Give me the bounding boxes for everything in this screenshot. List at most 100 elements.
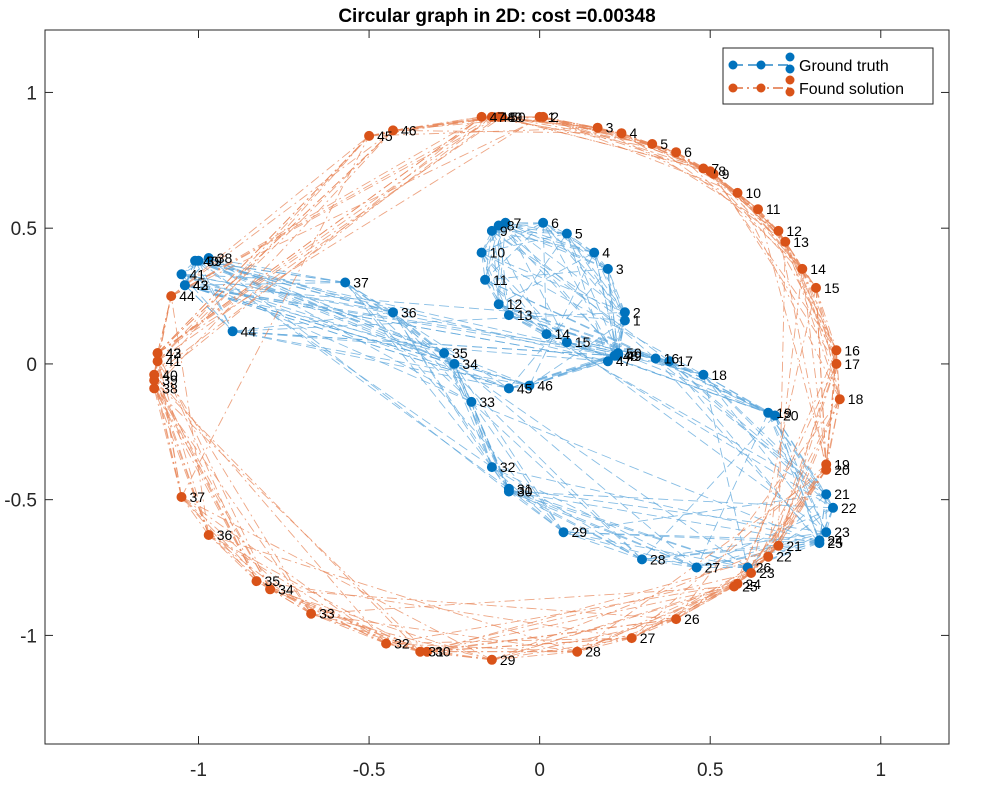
node-marker <box>592 122 603 133</box>
edge <box>208 534 578 653</box>
edge <box>481 252 626 313</box>
node-marker <box>561 228 572 239</box>
legend: Ground truth Found solution <box>722 47 934 105</box>
edge <box>369 127 598 137</box>
edge <box>420 637 632 653</box>
edge <box>655 358 820 541</box>
edge <box>194 260 233 332</box>
edge <box>641 558 697 568</box>
edge <box>675 151 803 270</box>
node-label: 34 <box>462 356 478 372</box>
edge <box>696 542 820 568</box>
node-marker <box>439 348 450 359</box>
edge <box>443 352 493 468</box>
node-label: 30 <box>517 484 533 500</box>
edge <box>508 314 568 343</box>
edge <box>737 464 827 585</box>
node-label: 37 <box>353 275 369 291</box>
edge <box>386 643 492 661</box>
node-label: 1 <box>548 109 556 125</box>
node-label: 20 <box>834 462 850 478</box>
node-label: 10 <box>746 185 762 201</box>
edge <box>195 260 346 283</box>
edge <box>508 488 697 568</box>
edge <box>208 534 421 653</box>
edge <box>470 401 493 468</box>
legend-marker-swatch <box>785 87 795 97</box>
edge <box>675 583 738 620</box>
edge <box>542 116 704 169</box>
edge <box>443 352 510 489</box>
edge <box>392 116 503 131</box>
edge <box>420 618 677 653</box>
edge <box>484 230 493 280</box>
edge <box>546 333 834 509</box>
node-marker <box>746 568 757 578</box>
edge <box>508 488 748 568</box>
edge <box>563 531 643 560</box>
edge <box>542 222 616 357</box>
legend-entry: Ground truth <box>728 52 889 75</box>
node-marker <box>814 538 825 549</box>
edge <box>184 284 625 321</box>
edge <box>502 116 598 129</box>
node-marker <box>602 356 613 367</box>
edge <box>311 613 578 653</box>
edge <box>232 311 394 332</box>
node-marker <box>538 111 549 122</box>
edge <box>801 268 841 400</box>
node-marker <box>664 356 675 367</box>
node-marker <box>149 369 160 380</box>
edge <box>491 637 632 661</box>
node-label: 14 <box>555 326 571 342</box>
edge <box>597 127 711 172</box>
edge <box>481 252 568 343</box>
edge <box>668 360 834 509</box>
node-marker <box>306 608 317 619</box>
y-tick-label: -0.5 <box>4 491 37 512</box>
edge <box>256 580 387 645</box>
edge <box>542 222 626 321</box>
edge <box>801 268 837 351</box>
edge <box>502 116 653 145</box>
edge <box>750 287 817 574</box>
edge <box>703 374 769 414</box>
edge <box>198 260 445 354</box>
edge <box>505 222 609 270</box>
edge <box>385 643 421 653</box>
node-label: 8 <box>507 218 515 234</box>
edge <box>443 352 697 568</box>
legend-marker-swatch <box>756 83 766 93</box>
edge <box>157 352 257 582</box>
node-marker <box>251 576 262 587</box>
edge <box>170 130 394 297</box>
edge <box>153 374 182 498</box>
node-marker <box>691 562 702 573</box>
edge <box>310 613 493 661</box>
node-label: 13 <box>793 234 809 250</box>
node-label: 5 <box>575 226 583 242</box>
edge <box>498 225 567 235</box>
node-label: 47 <box>616 353 632 369</box>
node-label: 28 <box>650 551 666 567</box>
edge <box>825 399 841 465</box>
node-label: 50 <box>626 345 642 361</box>
node-label: 30 <box>435 644 451 660</box>
node-label: 49 <box>626 348 642 364</box>
legend-entry: Found solution <box>728 75 904 98</box>
node-label: 5 <box>660 136 668 152</box>
edge <box>157 295 172 354</box>
edge <box>675 586 735 620</box>
edge <box>777 363 837 546</box>
node-marker <box>834 394 845 405</box>
edge <box>576 469 827 653</box>
node-marker <box>381 638 392 649</box>
node-label: 27 <box>705 560 721 576</box>
node-label: 22 <box>841 500 857 516</box>
edge <box>801 268 837 365</box>
node-marker <box>602 263 613 274</box>
node-marker <box>698 369 709 380</box>
node-marker <box>797 263 808 274</box>
node-marker <box>203 530 214 540</box>
